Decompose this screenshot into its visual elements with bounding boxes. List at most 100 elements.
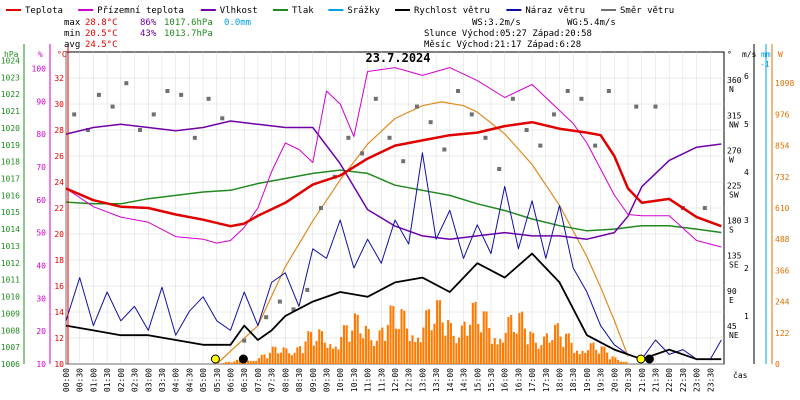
x-tick-label: 00:30 (76, 368, 85, 392)
temperature-tick-label: 10 (54, 360, 64, 369)
pressure-tick-label: 1015 (1, 208, 20, 217)
solar-bar (575, 350, 579, 364)
solar-bar (329, 344, 332, 364)
stats-min-temp: 20.5°C (85, 29, 118, 39)
direction-point (606, 89, 611, 93)
stats-min-label: min (64, 29, 80, 39)
solar-bar (312, 345, 315, 364)
solar-bar (307, 331, 310, 364)
solar-bar (452, 335, 455, 364)
solar-tick-label: 854 (775, 142, 790, 151)
pressure-tick-label: 1011 (1, 276, 20, 285)
solar-bar (529, 331, 532, 364)
solar-bar (320, 331, 324, 364)
direction-point (401, 159, 406, 164)
solar-bar (586, 350, 590, 364)
x-tick-label: 02:30 (131, 368, 140, 392)
solar-bar (444, 335, 447, 364)
solar-bar (510, 314, 513, 364)
direction-point (428, 120, 433, 125)
solar-bar (474, 301, 477, 364)
legend: Teplota Přízemní teplota Vlhkost Tlak Srážky… (6, 6, 674, 16)
rain-axis-title: mm (761, 50, 771, 59)
solar-bar (310, 332, 313, 364)
x-tick-label: 12:30 (405, 368, 414, 392)
solar-bar (504, 332, 507, 364)
direction-point (360, 151, 365, 156)
direction-point (510, 96, 515, 101)
solar-bar (460, 325, 463, 364)
solar-bar (331, 348, 335, 364)
direction-tick-label: 315 (727, 111, 742, 120)
stats-max-temp: 28.8°C (85, 18, 118, 28)
series-temperature (65, 120, 722, 228)
series-solar-line (216, 101, 629, 365)
solar-tick-label: 1098 (775, 79, 794, 88)
solar-bar (600, 346, 603, 364)
x-tick-label: 01:00 (89, 368, 98, 392)
x-tick-label: 05:30 (213, 368, 222, 392)
stats-max-humidity: 86% (140, 18, 157, 28)
direction-tick-compass: E (729, 296, 734, 305)
solar-bar (562, 346, 565, 364)
solar-bar (411, 335, 414, 364)
solar-bar (323, 342, 326, 364)
direction-point (483, 135, 488, 140)
solar-bar (606, 352, 609, 364)
solar-bar (337, 349, 340, 364)
temperature-axis-title: °C (57, 50, 67, 59)
temperature-tick-label: 14 (54, 308, 64, 317)
direction-point (373, 96, 378, 101)
solar-bar (345, 325, 348, 364)
solar-bar (255, 360, 258, 364)
solar-bar (589, 343, 592, 364)
solar-bar (260, 354, 263, 364)
direction-point (565, 89, 570, 93)
solar-bar (408, 341, 411, 364)
humidity-axis-title: % (38, 50, 43, 59)
direction-tick-compass: S (729, 226, 734, 235)
direction-tick-label: 270 (727, 146, 742, 155)
series-wind-gust (65, 152, 722, 360)
x-tick-label: 23:30 (706, 368, 715, 392)
solar-bar (458, 337, 461, 364)
solar-bar (373, 345, 376, 364)
solar-bar (392, 306, 395, 364)
direction-tick-compass: SW (729, 191, 739, 200)
solar-bar (353, 313, 356, 364)
temperature-tick-label: 18 (54, 256, 64, 265)
direction-point (277, 299, 282, 304)
pressure-tick-label: 1008 (1, 326, 20, 335)
x-tick-label: 20:00 (610, 368, 619, 392)
solar-bar (274, 346, 277, 364)
x-tick-label: 09:30 (322, 368, 331, 392)
solar-bar (405, 328, 409, 364)
series-humidity (65, 120, 722, 240)
solar-bar (578, 354, 581, 364)
x-tick-label: 08:30 (295, 368, 304, 392)
x-axis-title: čas (733, 370, 748, 380)
direction-point (387, 135, 392, 140)
solar-bar (548, 342, 551, 364)
solar-bar (230, 362, 233, 364)
temperature-tick-label: 26 (54, 152, 64, 161)
solar-bar (235, 359, 239, 364)
direction-point (346, 135, 351, 140)
pressure-tick-label: 1014 (1, 225, 20, 234)
x-tick-label: 22:30 (679, 368, 688, 392)
solar-bar (227, 361, 230, 364)
solar-bar (496, 344, 499, 364)
direction-tick-compass: NW (729, 120, 739, 129)
direction-point (96, 92, 101, 97)
solar-bar (277, 353, 280, 364)
solar-bar (342, 325, 346, 364)
x-tick-label: 16:30 (514, 368, 523, 392)
x-tick-label: 10:30 (350, 368, 359, 392)
x-tick-label: 14:30 (460, 368, 469, 392)
solar-bar (282, 347, 285, 364)
solar-bar (584, 352, 587, 364)
solar-bar (318, 329, 321, 364)
direction-tick-label: 360 (727, 76, 742, 85)
solar-bar (554, 324, 557, 364)
x-tick-label: 03:30 (158, 368, 167, 392)
